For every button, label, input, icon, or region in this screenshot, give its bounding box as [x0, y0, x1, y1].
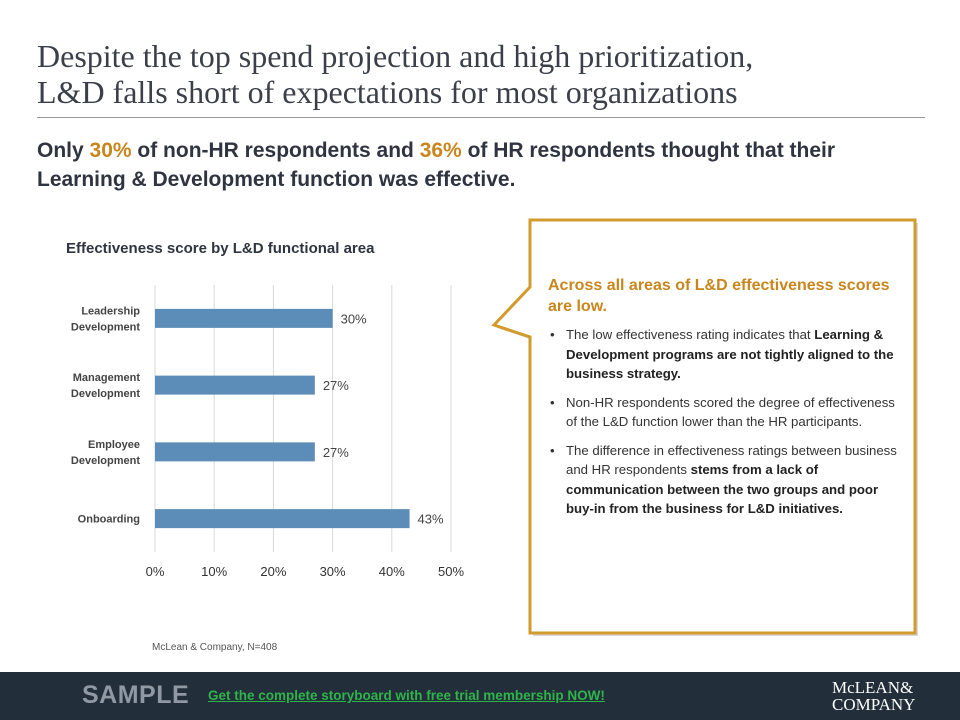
footer-bar: SAMPLE Get the complete storyboard with … — [0, 672, 960, 720]
value-label: 30% — [341, 311, 367, 326]
subtitle: Only 30% of non-HR respondents and 36% o… — [37, 136, 917, 194]
company-logo: McLEAN& COMPANY — [832, 679, 942, 713]
subtitle-part-3: of HR respondents thought that their Lea… — [37, 139, 836, 191]
bar — [155, 509, 410, 529]
bar-chart: 0% 10% 20% 30% 40% 50% Leadership Development 30… — [71, 285, 464, 579]
callout-bullet-2: Non-HR respondents scored the degree of … — [548, 393, 908, 432]
bar — [155, 442, 315, 462]
trial-cta-link[interactable]: Get the complete storyboard with free tr… — [208, 688, 605, 703]
page-title: Despite the top spend projection and hig… — [37, 38, 937, 110]
subtitle-pct-hr: 36% — [419, 139, 462, 162]
category-label: Onboarding — [78, 514, 140, 526]
category-label: Employee — [88, 439, 140, 451]
x-tick-label: 50% — [438, 564, 464, 579]
title-line-2: L&D falls short of expectations for most… — [37, 74, 738, 110]
category-label: Management — [73, 372, 141, 384]
title-line-1: Despite the top spend projection and hig… — [37, 38, 754, 74]
x-tick-label: 40% — [379, 564, 405, 579]
x-tick-label: 0% — [146, 564, 165, 579]
callout-content: Across all areas of L&D effectiveness sc… — [548, 275, 908, 528]
bullet-2-text: Non-HR respondents scored the degree of … — [566, 394, 895, 430]
source-note: McLean & Company, N=408 — [152, 642, 278, 653]
logo-line-1: McLEAN& — [832, 678, 914, 697]
subtitle-part-2: of non-HR respondents and — [131, 139, 420, 162]
callout-bullets: The low effectiveness rating indicates t… — [548, 325, 908, 519]
x-tick-label: 20% — [260, 564, 286, 579]
callout-bullet-3: The difference in effectiveness ratings … — [548, 441, 908, 519]
value-label: 27% — [323, 378, 349, 393]
subtitle-pct-non-hr: 30% — [89, 139, 132, 162]
value-label: 43% — [418, 512, 444, 527]
callout-heading: Across all areas of L&D effectiveness sc… — [548, 277, 890, 315]
bullet-3-text: The difference in effectiveness ratings … — [566, 442, 897, 478]
bar — [155, 308, 333, 328]
title-divider — [37, 117, 925, 118]
category-label: Leadership — [81, 305, 140, 317]
value-label: 27% — [323, 445, 349, 460]
bullet-3-bold: stems from a lack of communication betwe… — [566, 462, 879, 516]
category-label: Development — [71, 321, 140, 333]
subtitle-part-1: Only — [37, 139, 90, 162]
bullet-1-bold: Learning & Development programs are not … — [566, 327, 894, 381]
sample-label: SAMPLE — [82, 681, 190, 709]
category-label: Development — [71, 388, 140, 400]
x-tick-label: 10% — [201, 564, 227, 579]
logo-line-2: COMPANY — [832, 695, 916, 714]
bullet-1-text: The low effectiveness rating indicates t… — [566, 327, 815, 342]
x-tick-label: 30% — [320, 564, 346, 579]
chart-title: Effectiveness score by L&D functional ar… — [66, 240, 375, 257]
callout-bullet-1: The low effectiveness rating indicates t… — [548, 325, 908, 384]
bar — [155, 375, 315, 395]
category-label: Development — [71, 455, 140, 467]
